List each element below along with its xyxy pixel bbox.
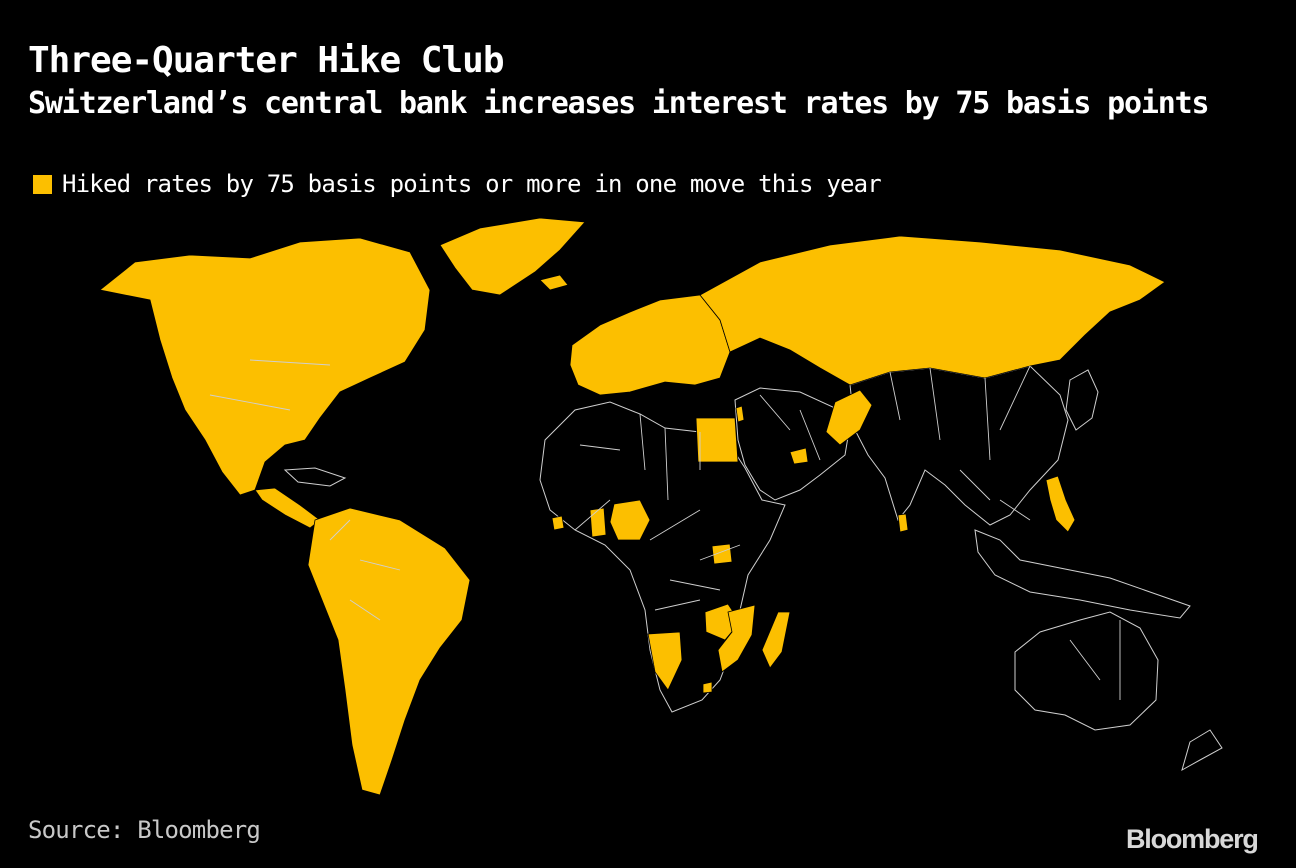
region-mozambique: [717, 604, 756, 673]
legend-swatch: [33, 174, 52, 194]
region-southeast-asia-base: [974, 529, 1191, 619]
region-egypt: [695, 417, 739, 463]
region-namibia: [647, 631, 683, 691]
region-philippines: [1045, 475, 1076, 533]
region-nigeria: [609, 499, 651, 541]
bloomberg-logo: Bloomberg: [1126, 824, 1259, 854]
region-liberia: [551, 515, 565, 531]
region-north-america: [99, 237, 431, 496]
region-south-america: [307, 507, 471, 796]
region-sri-lanka: [897, 513, 909, 533]
country-borders: [209, 359, 1121, 700]
region-uae: [789, 447, 809, 465]
region-australia-base: [1014, 611, 1159, 731]
region-asia-base: [849, 365, 1069, 526]
region-russia: [699, 235, 1166, 386]
region-middle-east-base: [734, 387, 851, 501]
region-japan-base: [1065, 369, 1099, 431]
region-ghana: [589, 507, 607, 538]
chart-title: Three-Quarter Hike Club: [28, 40, 504, 81]
legend: Hiked rates by 75 basis points or more i…: [33, 170, 882, 198]
region-new-zealand-base: [1181, 729, 1223, 772]
region-madagascar: [761, 611, 791, 669]
region-uganda: [711, 543, 733, 565]
region-greenland: [439, 217, 586, 296]
legend-label: Hiked rates by 75 basis points or more i…: [62, 170, 882, 198]
chart-subtitle: Switzerland’s central bank increases int…: [28, 86, 1210, 121]
region-caribbean-base: [283, 467, 347, 487]
region-europe: [569, 294, 731, 396]
region-central-america: [254, 487, 321, 529]
region-eswatini: [702, 681, 713, 694]
source-note: Source: Bloomberg: [28, 816, 261, 844]
region-israel: [735, 405, 745, 423]
region-iceland: [539, 274, 569, 291]
region-pakistan: [825, 389, 873, 446]
